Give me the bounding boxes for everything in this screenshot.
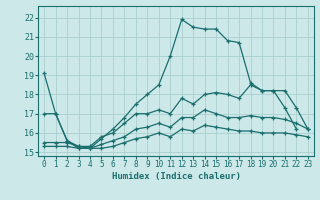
X-axis label: Humidex (Indice chaleur): Humidex (Indice chaleur) <box>111 172 241 181</box>
